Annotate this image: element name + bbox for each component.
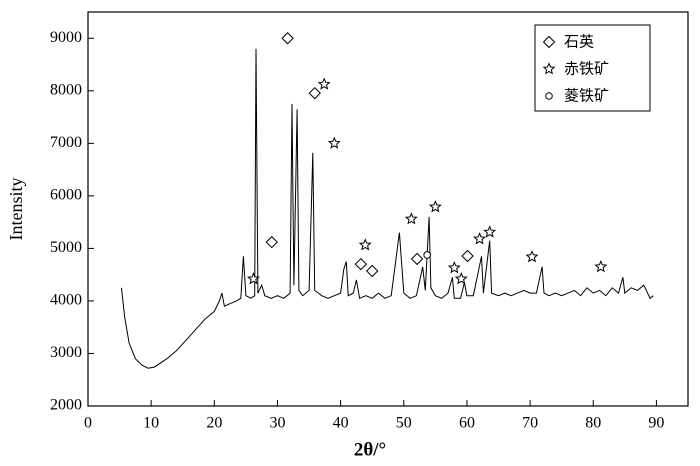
peak-marker	[354, 257, 368, 271]
x-axis-label: 2θ/°	[354, 439, 386, 460]
peak-marker	[317, 77, 331, 90]
peak-marker	[281, 32, 294, 45]
peak-marker	[447, 260, 461, 274]
peak-marker	[246, 272, 260, 285]
y-tick-label: 7000	[50, 134, 82, 151]
legend-symbol	[542, 62, 556, 75]
peak-marker	[423, 251, 431, 259]
x-tick-label: 10	[143, 415, 159, 432]
peak-marker	[473, 232, 487, 245]
xrd-line	[121, 48, 654, 369]
peak-marker	[404, 212, 418, 225]
y-axis-label: Intensity	[6, 178, 26, 241]
y-tick-label: 3000	[50, 344, 82, 361]
y-tick-label: 6000	[50, 187, 82, 204]
y-tick-label: 5000	[50, 239, 82, 256]
y-tick-label: 9000	[50, 29, 82, 46]
x-tick-label: 40	[333, 415, 349, 432]
y-tick-label: 2000	[50, 397, 82, 414]
y-tick-label: 4000	[50, 292, 82, 309]
legend-symbol	[545, 92, 553, 100]
legend-symbol	[542, 35, 556, 49]
legend-label: 赤铁矿	[564, 60, 609, 78]
x-tick-label: 0	[84, 415, 92, 432]
peak-marker	[265, 235, 278, 249]
peak-marker	[483, 225, 497, 238]
peak-marker	[594, 259, 608, 273]
y-tick-label: 8000	[50, 81, 82, 98]
peak-marker	[327, 136, 341, 149]
x-tick-label: 70	[522, 415, 538, 432]
x-tick-label: 90	[648, 415, 664, 432]
x-tick-label: 20	[206, 415, 222, 432]
x-tick-label: 30	[269, 415, 285, 432]
plot-frame	[87, 11, 689, 407]
x-tick-label: 80	[585, 415, 601, 432]
peak-marker	[428, 200, 442, 213]
legend-label: 菱铁矿	[564, 87, 609, 105]
peak-marker	[525, 250, 539, 263]
peak-marker	[410, 252, 424, 266]
peak-marker	[366, 264, 379, 278]
peak-marker	[358, 238, 372, 251]
peak-marker	[461, 249, 474, 263]
legend-label: 石英	[564, 33, 594, 51]
peak-marker	[308, 86, 321, 100]
peak-marker	[454, 272, 468, 285]
x-tick-label: 50	[396, 415, 412, 432]
x-tick-label: 60	[459, 415, 475, 432]
